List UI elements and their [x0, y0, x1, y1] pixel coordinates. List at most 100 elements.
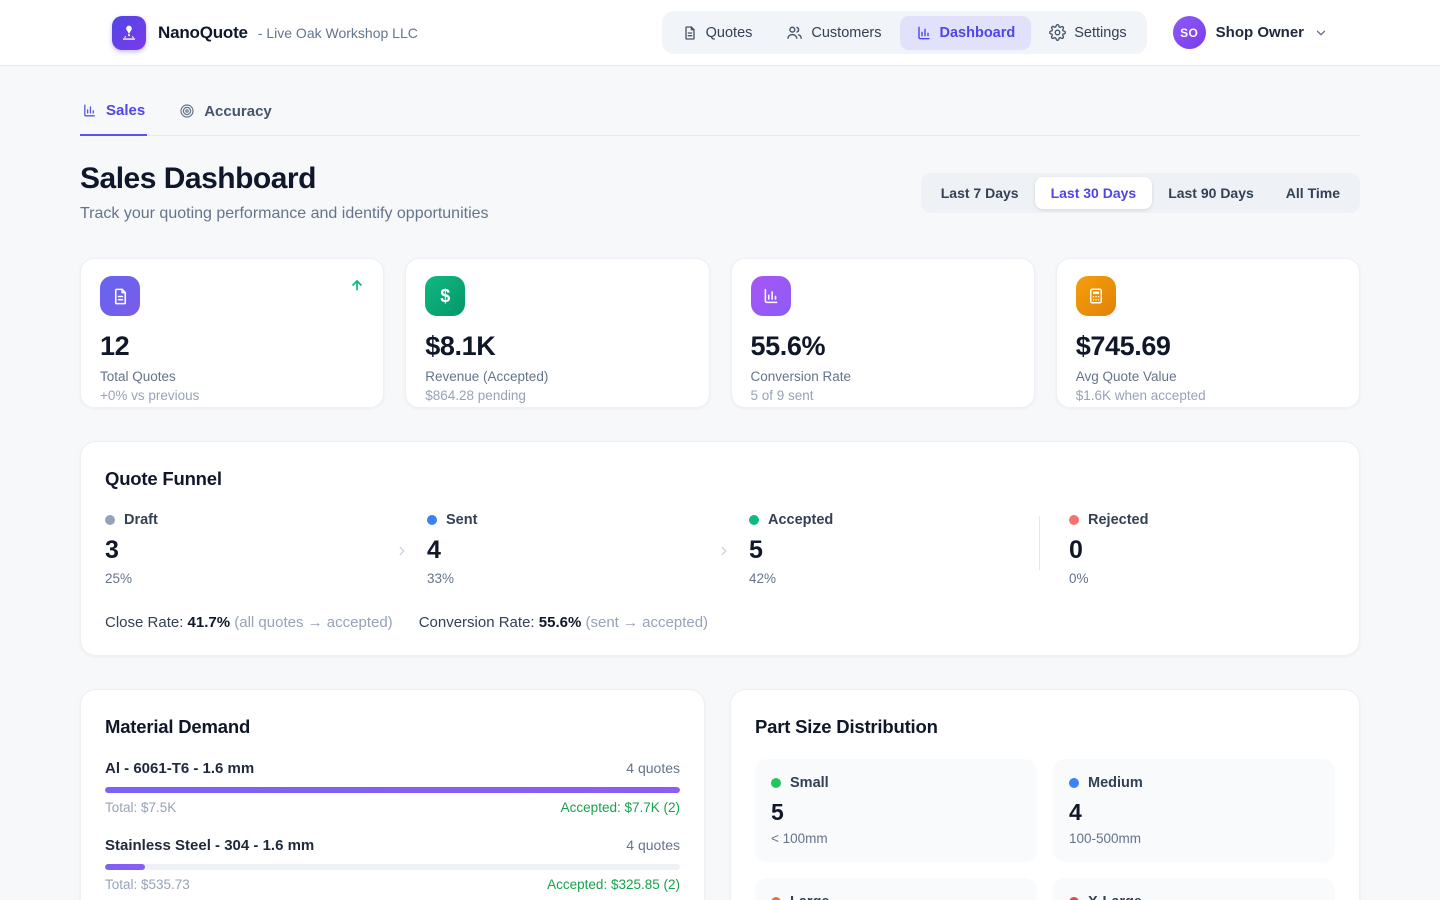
- user-menu[interactable]: SO Shop Owner: [1172, 16, 1328, 49]
- conversion-rate: Conversion Rate: 55.6% (sent → accepted): [419, 614, 708, 631]
- target-icon: [179, 103, 195, 119]
- stat-card-revenue: $ $8.1K Revenue (Accepted) $864.28 pendi…: [405, 258, 710, 408]
- panel-title: Quote Funnel: [105, 468, 222, 489]
- material-quotes: 4 quotes: [626, 837, 680, 853]
- document-icon: [100, 276, 140, 316]
- stat-sublabel: 5 of 9 sent: [750, 388, 814, 403]
- conversion-rate-note: (sent → accepted): [585, 614, 709, 631]
- stage-label: Accepted: [768, 512, 834, 528]
- stage-percent: 0%: [1069, 571, 1089, 586]
- nav-item-customers[interactable]: Customers: [770, 15, 897, 50]
- stat-label: Conversion Rate: [750, 369, 852, 384]
- nav-item-quotes[interactable]: Quotes: [666, 16, 769, 50]
- size-count: 4: [1069, 799, 1082, 825]
- stage-value: 3: [105, 536, 119, 564]
- tab-label: Accuracy: [204, 102, 272, 120]
- page-heading: Sales Dashboard Track your quoting perfo…: [80, 162, 489, 223]
- nav-label: Customers: [811, 24, 882, 41]
- stat-value: $8.1K: [425, 331, 496, 361]
- stat-label: Avg Quote Value: [1075, 369, 1177, 384]
- size-label: Small: [790, 775, 829, 791]
- size-tile-medium: Medium 4 100-500mm: [1053, 759, 1335, 862]
- stat-label: Revenue (Accepted): [425, 369, 549, 384]
- stage-value: 4: [427, 536, 441, 564]
- divider: [1039, 516, 1040, 570]
- status-dot: [749, 515, 759, 525]
- chevron-right-icon: [395, 544, 409, 558]
- material-accepted: Accepted: $325.85 (2): [547, 877, 680, 892]
- stat-card-avg-quote-value: $745.69 Avg Quote Value $1.6K when accep…: [1055, 258, 1360, 408]
- stage-percent: 42%: [749, 571, 777, 586]
- time-range-control: Last 7 Days Last 30 Days Last 90 Days Al…: [920, 172, 1360, 213]
- size-label: Medium: [1088, 775, 1143, 791]
- funnel-stage-rejected: Rejected 0 0%: [1039, 512, 1335, 586]
- range-last-90-days[interactable]: Last 90 Days: [1168, 184, 1254, 201]
- status-dot: [1069, 778, 1079, 788]
- material-row: Stainless Steel - 304 - 1.6 mm 4 quotes …: [105, 837, 680, 892]
- status-dot: [427, 515, 437, 525]
- app-header: NanoQuote - Live Oak Workshop LLC Quotes…: [0, 0, 1440, 66]
- close-rate-value: 41.7%: [187, 614, 231, 631]
- funnel-summary: Close Rate: 41.7% (all quotes → accepted…: [105, 614, 1335, 631]
- gear-icon: [1049, 24, 1067, 41]
- material-demand-panel: Material Demand Al - 6061-T6 - 1.6 mm 4 …: [80, 689, 705, 900]
- size-label: Large: [790, 894, 830, 900]
- quote-funnel-panel: Quote Funnel Draft 3 25% Sent 4 33%: [80, 441, 1360, 656]
- chevron-down-icon: [1314, 26, 1328, 40]
- size-tile-small: Small 5 < 100mm: [755, 759, 1037, 862]
- stat-cards: 12 Total Quotes +0% vs previous $ $8.1K …: [80, 258, 1360, 408]
- nanoquote-logo-icon: [112, 15, 146, 50]
- size-count: 5: [771, 799, 784, 825]
- bar-chart-icon: [916, 25, 932, 41]
- nav-label: Quotes: [705, 24, 753, 41]
- size-range: 100-500mm: [1069, 831, 1142, 846]
- range-last-30-days[interactable]: Last 30 Days: [1034, 176, 1153, 209]
- tab-accuracy[interactable]: Accuracy: [177, 102, 274, 135]
- material-name: Al - 6061-T6 - 1.6 mm: [105, 760, 255, 777]
- nav-label: Settings: [1074, 24, 1127, 41]
- stage-value: 0: [1069, 536, 1083, 564]
- material-row: Al - 6061-T6 - 1.6 mm 4 quotes Total: $7…: [105, 760, 680, 815]
- range-all-time[interactable]: All Time: [1285, 184, 1340, 201]
- material-name: Stainless Steel - 304 - 1.6 mm: [105, 837, 315, 854]
- main-nav: Quotes Customers Dashboard: [661, 11, 1147, 54]
- user-name: Shop Owner: [1215, 24, 1304, 41]
- demand-bar: [105, 864, 680, 870]
- status-dot: [771, 778, 781, 788]
- brand-name: NanoQuote: [158, 22, 248, 42]
- tab-sales[interactable]: Sales: [80, 102, 148, 136]
- brand: NanoQuote - Live Oak Workshop LLC: [112, 15, 418, 50]
- calculator-icon: [1075, 276, 1116, 316]
- nav-item-settings[interactable]: Settings: [1033, 15, 1142, 50]
- close-rate-note: (all quotes → accepted): [234, 614, 393, 631]
- demand-bar-fill: [105, 864, 146, 870]
- stat-sublabel: +0% vs previous: [100, 388, 200, 403]
- size-tile-large: Large: [755, 878, 1037, 900]
- size-range: < 100mm: [771, 831, 828, 846]
- dollar-icon: $: [425, 276, 466, 316]
- size-label: X-Large: [1088, 894, 1142, 900]
- page-title: Sales Dashboard: [80, 162, 316, 195]
- material-total: Total: $535.73: [105, 877, 190, 892]
- funnel-stage-draft: Draft 3 25%: [105, 512, 427, 586]
- users-icon: [786, 24, 803, 41]
- stat-value: 55.6%: [750, 331, 826, 361]
- page-subtitle: Track your quoting performance and ident…: [80, 205, 489, 222]
- funnel-stage-sent: Sent 4 33%: [399, 512, 749, 586]
- conversion-rate-label: Conversion Rate:: [418, 614, 535, 631]
- demand-bar: [105, 787, 680, 793]
- stage-value: 5: [749, 536, 763, 564]
- status-dot: [771, 897, 781, 900]
- chevron-right-icon: [717, 544, 731, 558]
- part-size-tiles: Small 5 < 100mm Medium 4 100-500mm: [755, 759, 1335, 900]
- bar-chart-icon: [82, 103, 97, 118]
- company-name: - Live Oak Workshop LLC: [257, 24, 418, 41]
- dashboard-tabs: Sales Accuracy: [80, 102, 1360, 136]
- stat-card-total-quotes: 12 Total Quotes +0% vs previous: [80, 258, 385, 408]
- stage-label: Rejected: [1088, 512, 1149, 528]
- range-last-7-days[interactable]: Last 7 Days: [940, 184, 1019, 201]
- part-size-panel: Part Size Distribution Small 5 < 100mm M…: [730, 689, 1360, 900]
- status-dot: [1069, 897, 1079, 900]
- nav-item-dashboard[interactable]: Dashboard: [899, 15, 1032, 50]
- conversion-rate-value: 55.6%: [538, 614, 582, 631]
